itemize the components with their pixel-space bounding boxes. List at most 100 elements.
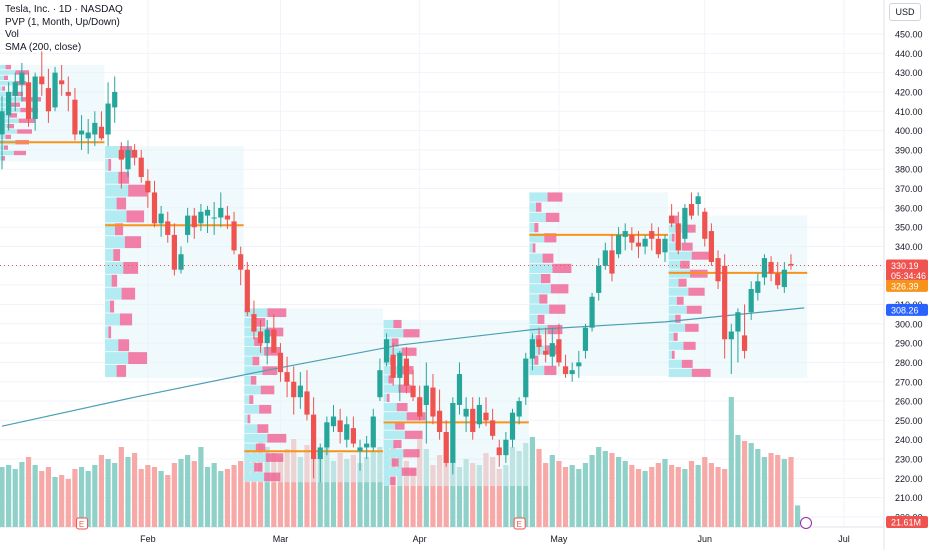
sma-indicator-label[interactable]: SMA (200, close) (5, 41, 82, 53)
candle-body[interactable] (403, 358, 410, 386)
candle-body[interactable] (0, 111, 5, 135)
candle-body[interactable] (311, 414, 317, 460)
candle-body[interactable] (377, 370, 383, 398)
candle-body[interactable] (344, 424, 350, 440)
candle-body[interactable] (543, 350, 549, 355)
candle-body[interactable] (715, 258, 721, 282)
candle-body[interactable] (768, 261, 774, 274)
candle-body[interactable] (788, 263, 794, 266)
candle-body[interactable] (576, 362, 582, 367)
candle-body[interactable] (483, 412, 489, 421)
candle-body[interactable] (251, 314, 257, 332)
candle-body[interactable] (410, 385, 416, 398)
candle-body[interactable] (755, 281, 761, 293)
candle-body[interactable] (662, 238, 668, 253)
candle-body[interactable] (669, 215, 675, 224)
candle-body[interactable] (642, 238, 648, 247)
candle-body[interactable] (470, 408, 476, 432)
candle-body[interactable] (112, 91, 118, 108)
candle-body[interactable] (178, 254, 184, 270)
candle-body[interactable] (556, 339, 562, 363)
candle-body[interactable] (297, 385, 303, 398)
candle-body[interactable] (224, 215, 231, 220)
candle-body[interactable] (284, 372, 290, 382)
candle-body[interactable] (682, 207, 688, 239)
candle-body[interactable] (450, 403, 456, 463)
candle-body[interactable] (443, 431, 449, 463)
candle-body[interactable] (337, 420, 343, 432)
candle-body[interactable] (151, 192, 158, 224)
candle-body[interactable] (702, 211, 708, 239)
candle-body[interactable] (423, 385, 429, 405)
candle-body[interactable] (19, 72, 25, 85)
candle-body[interactable] (324, 422, 330, 448)
candle-body[interactable] (529, 339, 535, 359)
candle-body[interactable] (675, 223, 681, 251)
candle-body[interactable] (92, 122, 98, 135)
candle-body[interactable] (317, 447, 323, 460)
candle-body[interactable] (32, 76, 38, 120)
candle-body[interactable] (463, 408, 469, 417)
candle-body[interactable] (204, 209, 211, 216)
candle-body[interactable] (436, 410, 443, 432)
candle-body[interactable] (59, 80, 65, 85)
split-icon[interactable] (800, 517, 812, 529)
candle-body[interactable] (509, 412, 516, 440)
candle-body[interactable] (615, 234, 622, 255)
candle-body[interactable] (25, 82, 32, 120)
earnings-icon[interactable] (513, 517, 526, 530)
candle-body[interactable] (722, 265, 728, 340)
candle-body[interactable] (185, 215, 191, 235)
candle-body[interactable] (304, 391, 310, 415)
candle-body[interactable] (741, 335, 748, 351)
candle-body[interactable] (98, 126, 105, 139)
candle-body[interactable] (602, 250, 608, 266)
candle-body[interactable] (12, 82, 18, 96)
candle-body[interactable] (218, 207, 224, 218)
candle-body[interactable] (191, 215, 197, 228)
candle-body[interactable] (52, 72, 58, 108)
candle-body[interactable] (158, 213, 164, 224)
candle-body[interactable] (350, 428, 356, 444)
candle-body[interactable] (370, 416, 376, 448)
candle-body[interactable] (562, 366, 569, 375)
candle-body[interactable] (330, 416, 337, 427)
currency-button[interactable]: USD (889, 3, 921, 21)
candle-body[interactable] (649, 231, 655, 239)
candle-body[interactable] (145, 180, 151, 193)
candle-body[interactable] (708, 231, 715, 262)
candle-body[interactable] (456, 374, 463, 405)
candle-body[interactable] (364, 443, 370, 448)
candle-body[interactable] (39, 76, 45, 85)
candle-body[interactable] (589, 296, 595, 328)
candle-body[interactable] (549, 343, 555, 357)
candle-body[interactable] (171, 234, 177, 270)
candle-body[interactable] (231, 221, 237, 251)
candle-body[interactable] (357, 447, 363, 452)
candle-body[interactable] (383, 339, 390, 363)
candle-body[interactable] (629, 234, 635, 243)
candle-body[interactable] (417, 397, 423, 417)
candle-body[interactable] (138, 157, 144, 177)
candle-body[interactable] (132, 149, 138, 158)
candle-body[interactable] (735, 312, 741, 332)
candle-body[interactable] (238, 254, 244, 270)
candle-body[interactable] (496, 447, 502, 456)
candle-body[interactable] (257, 331, 264, 344)
candle-body[interactable] (264, 329, 270, 344)
earnings-icon[interactable] (76, 517, 89, 530)
candle-body[interactable] (609, 250, 615, 274)
candle-body[interactable] (390, 354, 396, 378)
candle-body[interactable] (244, 269, 250, 313)
candle-body[interactable] (622, 231, 628, 237)
candle-body[interactable] (503, 439, 509, 456)
candle-body[interactable] (277, 352, 284, 373)
candle-body[interactable] (728, 331, 734, 340)
candle-body[interactable] (125, 149, 131, 170)
pvp-indicator-label[interactable]: PVP (1, Month, Up/Down) (5, 16, 120, 28)
candle-body[interactable] (775, 273, 781, 286)
candle-body[interactable] (271, 329, 277, 353)
candle-body[interactable] (655, 238, 661, 255)
